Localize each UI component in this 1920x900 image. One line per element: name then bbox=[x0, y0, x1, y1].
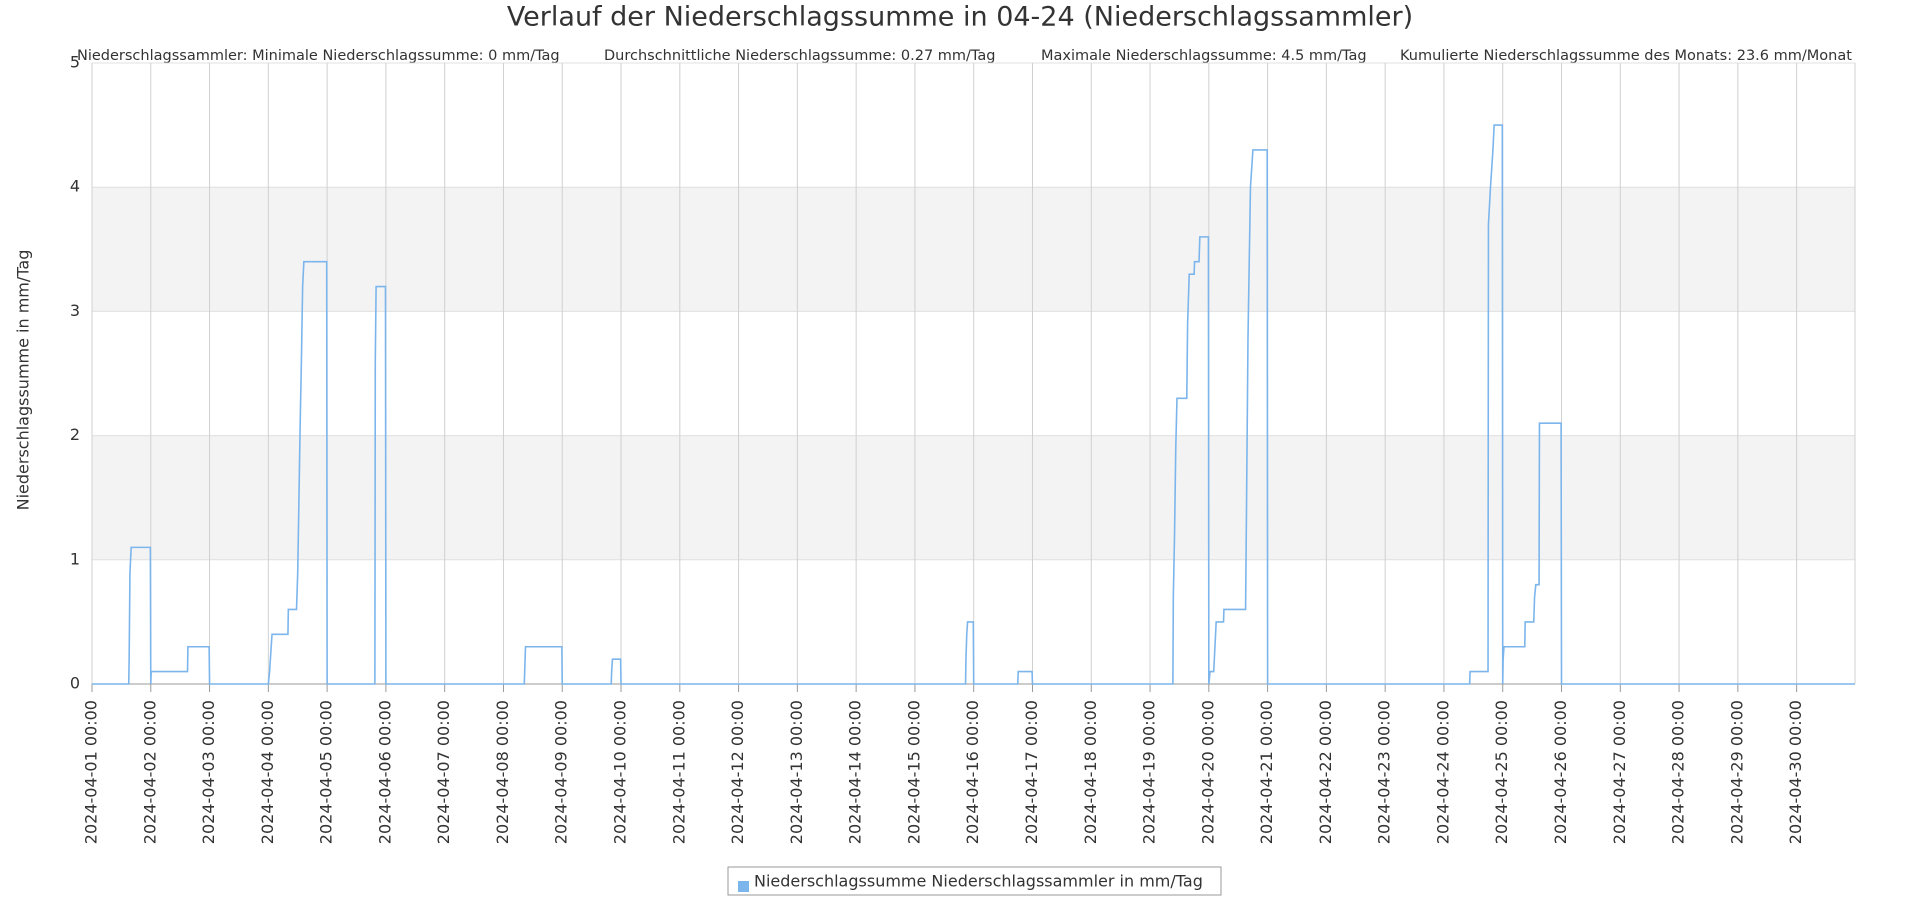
y-tick-label: 0 bbox=[70, 674, 80, 693]
x-tick-label: 2024-04-25 00:00 bbox=[1492, 700, 1511, 844]
x-tick-label: 2024-04-03 00:00 bbox=[199, 700, 218, 844]
x-tick-label: 2024-04-20 00:00 bbox=[1198, 700, 1217, 844]
x-tick-label: 2024-04-07 00:00 bbox=[434, 700, 453, 844]
x-tick-label: 2024-04-06 00:00 bbox=[375, 700, 394, 844]
x-tick-label: 2024-04-09 00:00 bbox=[552, 700, 571, 844]
chart-title: Verlauf der Niederschlagssumme in 04-24 … bbox=[507, 2, 1413, 33]
x-tick-label: 2024-04-22 00:00 bbox=[1316, 700, 1335, 844]
y-tick-label: 2 bbox=[70, 425, 80, 444]
x-tick-label: 2024-04-10 00:00 bbox=[611, 700, 630, 844]
x-tick-label: 2024-04-24 00:00 bbox=[1433, 700, 1452, 844]
y-tick-label: 3 bbox=[70, 301, 80, 320]
subtitle: Kumulierte Niederschlagssumme des Monats… bbox=[1400, 48, 1852, 64]
x-tick-label: 2024-04-02 00:00 bbox=[140, 700, 159, 844]
subtitle: Maximale Niederschlagssumme: 4.5 mm/Tag bbox=[1041, 48, 1367, 64]
x-tick-label: 2024-04-26 00:00 bbox=[1551, 700, 1570, 844]
data-line bbox=[92, 124, 1855, 685]
x-tick-label: 2024-04-30 00:00 bbox=[1786, 700, 1805, 844]
y-axis-label: Niederschlagssumme in mm/Tag bbox=[14, 250, 33, 511]
x-tick-label: 2024-04-12 00:00 bbox=[728, 700, 747, 844]
y-tick-label: 5 bbox=[70, 53, 80, 72]
subtitle: Niederschlagssammler: Minimale Niedersch… bbox=[77, 48, 560, 64]
x-tick-label: 2024-04-08 00:00 bbox=[493, 700, 512, 844]
x-tick-label: 2024-04-28 00:00 bbox=[1669, 700, 1688, 844]
x-tick-label: 2024-04-29 00:00 bbox=[1727, 700, 1746, 844]
x-tick-label: 2024-04-05 00:00 bbox=[317, 700, 336, 844]
x-tick-label: 2024-04-17 00:00 bbox=[1022, 700, 1041, 844]
x-tick-label: 2024-04-13 00:00 bbox=[787, 700, 806, 844]
x-tick-label: 2024-04-04 00:00 bbox=[258, 700, 277, 844]
y-tick-label: 4 bbox=[70, 177, 80, 196]
y-tick-label: 1 bbox=[70, 549, 80, 568]
x-tick-label: 2024-04-27 00:00 bbox=[1610, 700, 1629, 844]
x-tick-label: 2024-04-16 00:00 bbox=[963, 700, 982, 844]
legend-label: Niederschlagssumme Niederschlagssammler … bbox=[754, 872, 1203, 891]
legend-swatch bbox=[738, 881, 749, 892]
x-tick-label: 2024-04-15 00:00 bbox=[904, 700, 923, 844]
subtitle: Durchschnittliche Niederschlagssumme: 0.… bbox=[604, 48, 995, 64]
x-tick-label: 2024-04-23 00:00 bbox=[1375, 700, 1394, 844]
x-tick-label: 2024-04-14 00:00 bbox=[846, 700, 865, 844]
x-tick-label: 2024-04-01 00:00 bbox=[82, 700, 101, 844]
x-tick-label: 2024-04-21 00:00 bbox=[1257, 700, 1276, 844]
x-tick-label: 2024-04-11 00:00 bbox=[669, 700, 688, 844]
x-tick-label: 2024-04-18 00:00 bbox=[1081, 700, 1100, 844]
legend bbox=[727, 866, 1222, 896]
x-tick-label: 2024-04-19 00:00 bbox=[1140, 700, 1159, 844]
